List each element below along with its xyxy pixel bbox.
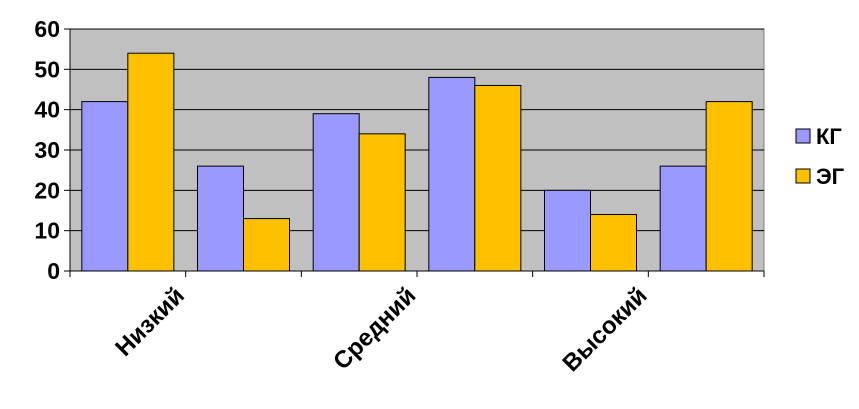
- bar-kg-3: [312, 113, 360, 272]
- y-tick-label: 0: [47, 258, 60, 284]
- y-tick-label: 40: [34, 97, 60, 123]
- bar-eg-6: [705, 101, 753, 272]
- bar-eg-4: [474, 84, 522, 272]
- y-tick-label: 30: [34, 137, 60, 163]
- bar-kg-4: [428, 76, 476, 272]
- y-tick-label: 50: [34, 56, 60, 82]
- bar-eg-5: [590, 214, 637, 272]
- bar-eg-3: [358, 133, 406, 272]
- bar-kg-1: [81, 101, 129, 272]
- bars: [81, 52, 753, 272]
- legend-label: ЭГ: [816, 164, 845, 189]
- bar-eg-2: [243, 218, 290, 272]
- legend-swatch: [795, 168, 811, 184]
- bar-kg-2: [197, 165, 244, 272]
- y-tick-label: 60: [34, 16, 60, 42]
- bar-kg-5: [544, 189, 591, 272]
- y-tick-label: 20: [34, 177, 60, 203]
- plot-area: [69, 28, 765, 272]
- x-category-label: Высокий: [558, 282, 653, 377]
- x-category-label: Низкий: [110, 282, 190, 362]
- x-category-label: Средний: [328, 282, 421, 375]
- bar-kg-6: [659, 165, 707, 272]
- legend-label: КГ: [816, 124, 842, 149]
- legend-swatch: [795, 128, 811, 144]
- legend: КГ ЭГ: [786, 117, 854, 199]
- bar-eg-1: [127, 52, 175, 272]
- axes: [64, 28, 765, 277]
- y-tick-label: 10: [34, 218, 60, 244]
